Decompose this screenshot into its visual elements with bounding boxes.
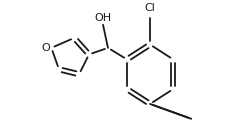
Text: OH: OH — [94, 13, 112, 23]
Text: O: O — [41, 43, 50, 53]
Text: Cl: Cl — [145, 3, 155, 13]
